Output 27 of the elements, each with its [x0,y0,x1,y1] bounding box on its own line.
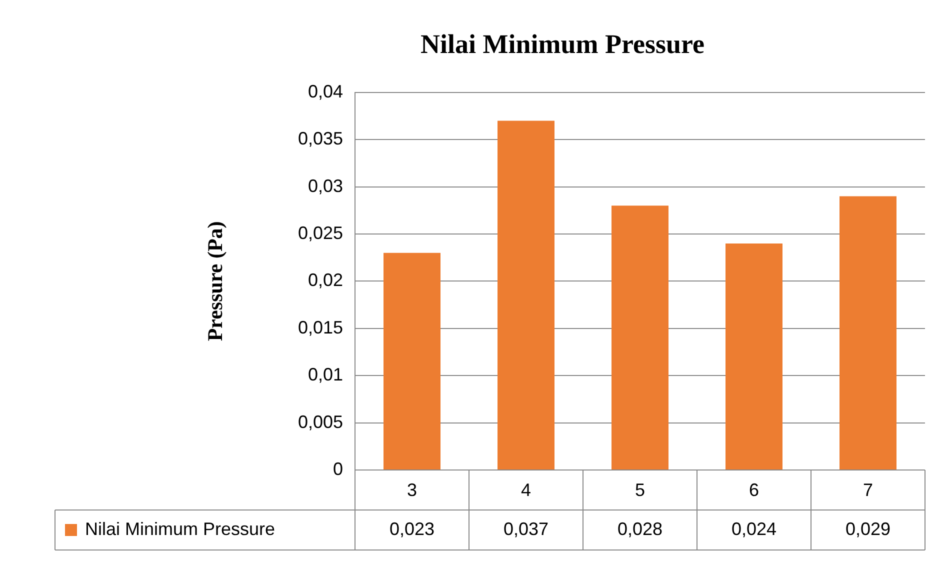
data-label: 0,037 [503,518,549,539]
y-tick-label: 0,03 [308,176,343,196]
x-tick-label: 7 [862,480,874,500]
x-tick-label: 6 [748,480,760,500]
x-tick-label: 4 [520,480,532,500]
y-tick-label: 0,025 [298,222,343,243]
y-tick-label: 0,01 [308,364,343,385]
y-tick-label: 0,005 [298,412,343,432]
bar [498,120,554,470]
x-tick-label: 5 [634,480,646,500]
y-axis-title: Pressure (Pa) [203,221,228,342]
chart-title: Nilai Minimum Pressure [420,29,705,60]
y-tick-label: 0,035 [298,128,343,149]
y-tick-label: 0,04 [308,81,343,102]
data-label: 0,023 [389,518,435,539]
bar [840,196,896,470]
y-tick-label: 0 [332,458,343,479]
bar [612,206,668,470]
bar [384,252,440,470]
x-tick-label: 3 [406,480,418,500]
data-label: 0,029 [845,518,891,539]
bar [726,243,782,470]
y-tick-label: 0,02 [308,270,343,290]
data-label: 0,028 [617,518,663,539]
data-label: 0,024 [731,518,777,539]
y-tick-label: 0,015 [298,317,343,338]
legend-label: Nilai Minimum Pressure [85,518,276,539]
